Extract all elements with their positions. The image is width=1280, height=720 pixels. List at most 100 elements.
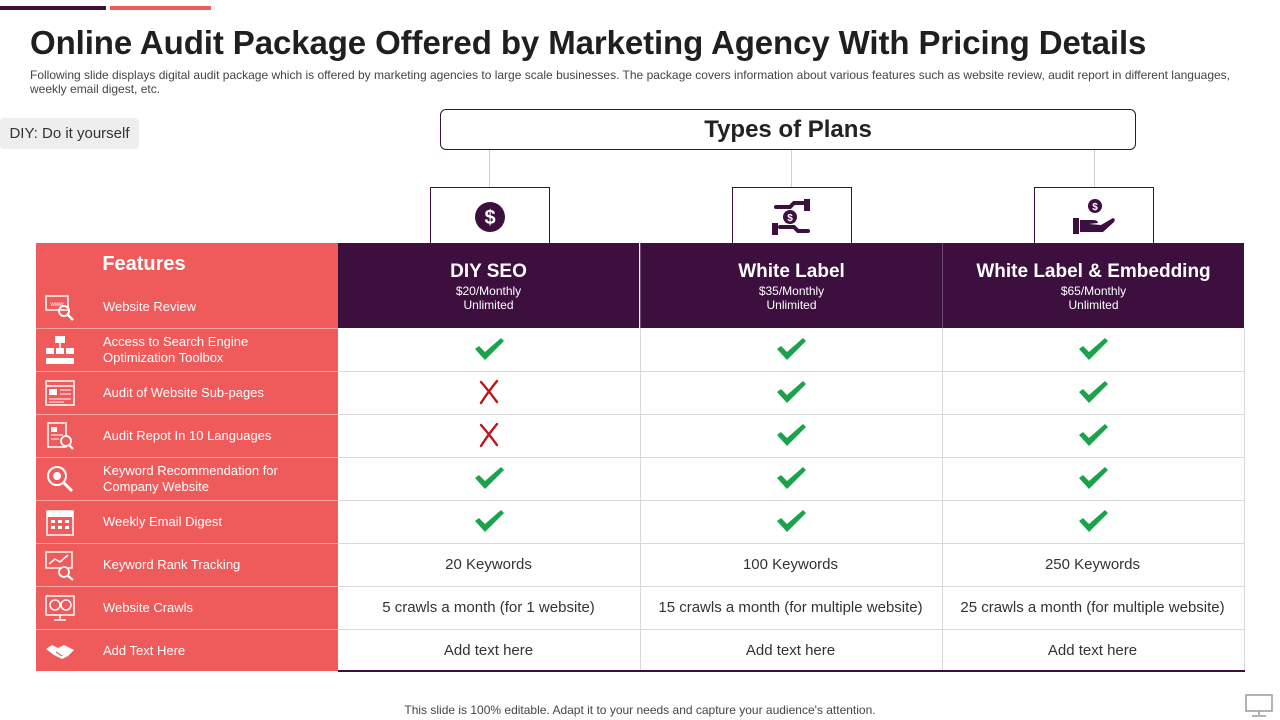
grid-divider (338, 457, 1245, 458)
plan-price: $20/Monthly Unlimited (455, 284, 522, 312)
feature-label: Keyword Recommendation for Company Websi… (103, 463, 278, 494)
monitor-icon (1245, 694, 1273, 717)
check-icon (1078, 338, 1108, 360)
table-cell: 20 Keywords (445, 555, 532, 573)
plan-header-diy-seo: DIY SEO $20/Monthly Unlimited (338, 243, 639, 328)
accent-bar-dark (0, 6, 106, 10)
table-cell (640, 457, 941, 499)
plan-icon-box-white-label-embedding: $ (1034, 187, 1154, 245)
check-icon (776, 467, 806, 489)
slide-title: Online Audit Package Offered by Marketin… (30, 24, 1147, 61)
check-icon (776, 338, 806, 360)
table-cell (942, 371, 1243, 413)
table-cell (942, 457, 1243, 499)
table-cell (640, 328, 941, 370)
table-cell (338, 500, 639, 542)
table-cell (942, 414, 1243, 456)
grid-divider (338, 414, 1245, 415)
feature-label: Add Text Here (103, 643, 186, 658)
features-header-label: Features (102, 253, 186, 275)
check-icon (1078, 381, 1108, 403)
header-divider (640, 243, 641, 328)
plan-header-white-label-embedding: White Label & Embedding $65/Monthly Unlim… (943, 243, 1244, 328)
feature-label: Keyword Rank Tracking (103, 557, 241, 572)
table-cell: Add text here (443, 641, 534, 659)
plan-price: $65/Monthly Unlimited (1060, 284, 1127, 312)
cross-icon (479, 379, 498, 405)
table-cell (942, 500, 1243, 542)
keyword-search-icon (47, 466, 74, 493)
feature-row: www Website Review (36, 286, 338, 328)
plan-name: White Label (738, 261, 845, 282)
table-cell: 25 crawls a month (for multiple website) (960, 598, 1225, 616)
check-icon (474, 338, 504, 360)
feature-row: Website Crawls (36, 586, 338, 629)
cross-icon (479, 422, 498, 448)
feature-row: Add Text Here (36, 629, 338, 672)
check-icon (1078, 424, 1108, 446)
connector-line (489, 150, 490, 188)
plan-name: DIY SEO (450, 261, 527, 282)
table-bottom-border (338, 670, 1245, 672)
accent-bar-coral (110, 6, 211, 10)
table-cell (640, 414, 941, 456)
feature-label: Website Crawls (103, 600, 194, 615)
table-cell: Add text here (1047, 641, 1138, 659)
feature-label: Weekly Email Digest (103, 514, 222, 529)
palm-coin-icon: $ (1073, 198, 1115, 234)
report-search-icon (47, 422, 74, 450)
connector-line (791, 150, 792, 188)
grid-divider (338, 371, 1245, 372)
www-magnifier-icon: www (45, 295, 74, 321)
diy-note: DIY: Do it yourself (0, 118, 139, 149)
grid-divider (640, 328, 641, 671)
table-cell (942, 328, 1243, 370)
feature-row: Access to Search Engine Optimization Too… (36, 328, 338, 371)
check-icon (776, 381, 806, 403)
grid-divider (338, 500, 1245, 501)
handshake-icon (46, 645, 74, 659)
plan-price: $35/Monthly Unlimited (758, 284, 825, 312)
table-cell (640, 371, 941, 413)
table-cell: Add text here (745, 641, 836, 659)
feature-row: Weekly Email Digest (36, 500, 338, 543)
feature-label: Audit of Website Sub-pages (103, 385, 264, 400)
grid-divider (1244, 328, 1245, 671)
table-cell (338, 414, 639, 456)
feature-row: Audit of Website Sub-pages (36, 371, 338, 414)
feature-label: Website Review (103, 299, 196, 314)
feature-label: Access to Search Engine Optimization Too… (103, 334, 249, 365)
plan-name: White Label & Embedding (976, 261, 1211, 282)
table-cell: 15 crawls a month (for multiple website) (658, 598, 923, 616)
feature-row: Keyword Recommendation for Company Websi… (36, 457, 338, 500)
table-cell (338, 457, 639, 499)
grid-divider (338, 586, 1245, 587)
table-cell (338, 371, 639, 413)
footer-note: This slide is 100% editable. Adapt it to… (404, 703, 876, 717)
table-cell: 250 Keywords (1044, 555, 1141, 573)
calendar-icon (46, 510, 74, 536)
table-cell (640, 500, 941, 542)
header-divider (942, 243, 943, 328)
table-cell: 5 crawls a month (for 1 website) (382, 598, 595, 616)
grid-divider (338, 543, 1245, 544)
plan-header-white-label: White Label $35/Monthly Unlimited (641, 243, 942, 328)
sitemap-icon (46, 336, 74, 364)
check-icon (1078, 510, 1108, 532)
check-icon (474, 510, 504, 532)
feature-row: Audit Repot In 10 Languages (36, 414, 338, 457)
feature-label: Audit Repot In 10 Languages (103, 428, 272, 443)
browser-pages-icon (45, 380, 75, 406)
features-column: Features www Website Review Access to Se… (36, 243, 338, 671)
plan-icon-box-white-label: $ (732, 187, 852, 245)
table-cell (338, 328, 639, 370)
types-of-plans-heading: Types of Plans (440, 109, 1136, 150)
svg-text:$: $ (1092, 202, 1098, 213)
svg-text:$: $ (484, 207, 495, 229)
hand-dollar-icon: $ (772, 198, 810, 235)
features-header: Features (36, 243, 338, 286)
plan-icon-box-diy-seo: $ (430, 187, 550, 245)
comparison-grid: 20 Keywords 100 Keywords 250 Keywords 5 … (338, 328, 1245, 672)
connector-line (1094, 150, 1095, 188)
grid-divider (942, 328, 943, 671)
